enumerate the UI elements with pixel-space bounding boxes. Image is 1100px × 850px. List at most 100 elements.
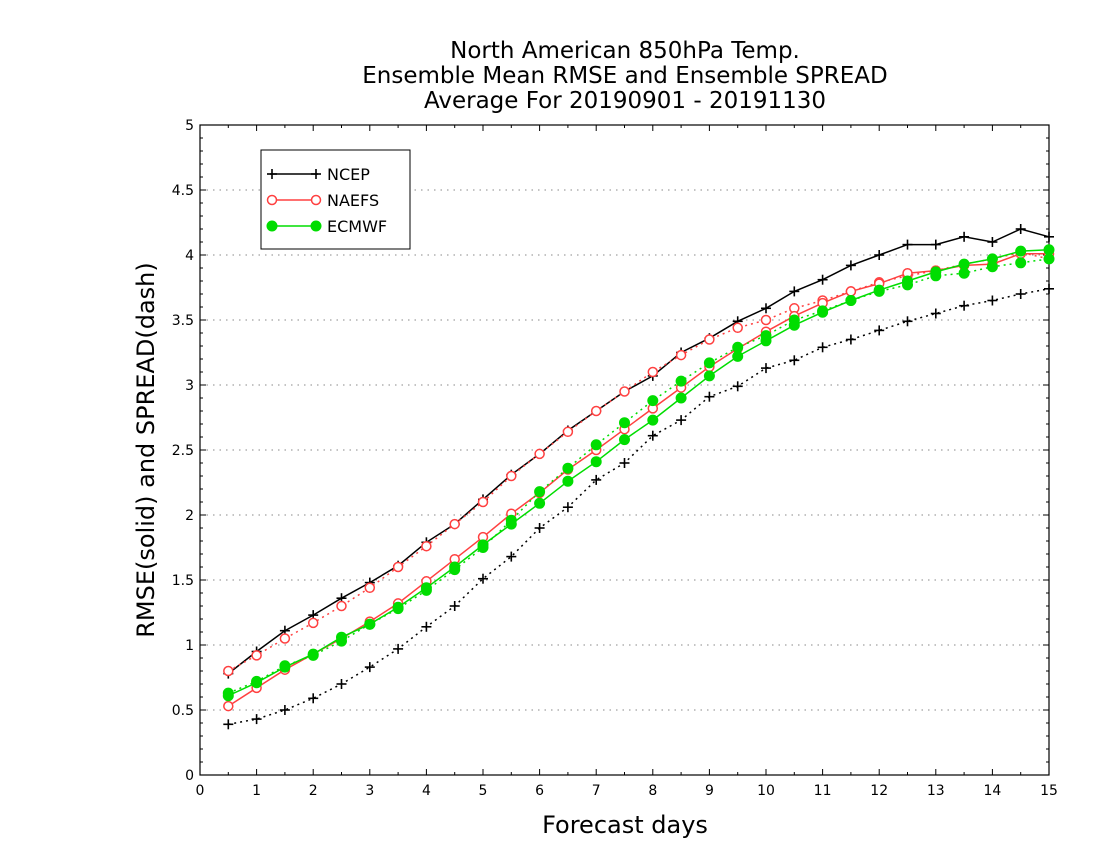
ncep-spread-point xyxy=(506,551,517,562)
series-ecmwf xyxy=(222,244,1055,702)
ecmwf-rmse-point xyxy=(817,306,829,318)
x-tick-label: 15 xyxy=(1040,783,1058,799)
legend-label: NCEP xyxy=(327,165,370,184)
naefs-spread-point xyxy=(534,448,545,460)
ncep-spread-point xyxy=(478,573,488,584)
ecmwf-rmse-point xyxy=(958,258,970,270)
ncep-spread-point xyxy=(393,643,404,654)
naefs-spread-point xyxy=(477,496,489,508)
naefs-rmse-point xyxy=(223,700,234,712)
ncep-rmse-point xyxy=(930,239,941,250)
legend-item-ecmwf: ECMWF xyxy=(266,217,387,236)
naefs-spread-point xyxy=(732,322,743,334)
x-tick-label: 1 xyxy=(252,783,261,799)
ecmwf-spread-point xyxy=(1043,253,1055,265)
y-tick-label: 2 xyxy=(185,508,194,524)
ncep-spread-point xyxy=(845,334,856,345)
ncep-spread-line xyxy=(228,288,1050,726)
ncep-rmse-point xyxy=(761,303,771,314)
y-tick-label: 0.5 xyxy=(172,703,194,719)
ncep-rmse-point xyxy=(845,260,856,271)
legend-marker xyxy=(311,169,321,179)
ecmwf-rmse-point xyxy=(449,561,461,573)
x-tick-label: 5 xyxy=(479,783,488,799)
ncep-spread-point xyxy=(647,430,658,441)
title-line: Ensemble Mean RMSE and Ensemble SPREAD xyxy=(362,63,887,89)
x-tick-label: 0 xyxy=(196,783,205,799)
ecmwf-spread-point xyxy=(675,375,687,387)
legend-label: ECMWF xyxy=(327,217,387,236)
ncep-spread-point xyxy=(279,705,290,715)
ncep-spread-point xyxy=(676,415,687,426)
y-axis-label: RMSE(solid) and SPREAD(dash) xyxy=(132,262,160,638)
y-tick-label: 3.5 xyxy=(172,313,194,329)
ncep-spread-point xyxy=(930,308,941,319)
ncep-spread-point xyxy=(761,363,771,374)
naefs-spread-point xyxy=(336,600,347,612)
naefs-spread-point xyxy=(704,334,715,345)
naefs-spread-point xyxy=(279,633,291,644)
ncep-spread-point xyxy=(987,295,998,306)
ncep-spread-point xyxy=(704,391,715,402)
ecmwf-rmse-point xyxy=(873,284,885,296)
ncep-spread-point xyxy=(1015,289,1026,299)
naefs-spread-point xyxy=(307,617,319,629)
ecmwf-rmse-point xyxy=(1043,244,1055,256)
ecmwf-rmse-point xyxy=(619,434,630,446)
ncep-spread-point xyxy=(902,316,913,327)
y-tick-label: 3 xyxy=(185,378,194,394)
naefs-spread-point xyxy=(647,366,659,378)
y-tick-label: 1 xyxy=(185,638,194,654)
ecmwf-rmse-point xyxy=(505,518,517,530)
ecmwf-spread-point xyxy=(958,267,970,279)
x-axis-label: Forecast days xyxy=(542,811,708,839)
ncep-spread-point xyxy=(449,601,460,611)
ecmwf-rmse-point xyxy=(534,497,546,509)
x-tick-label: 6 xyxy=(535,783,544,799)
ecmwf-rmse-point xyxy=(222,690,234,702)
x-axis: 0 1 2 3 4 5 6 7 8 9 10 11 12 13 14 15 xyxy=(196,125,1058,799)
naefs-rmse-point xyxy=(845,286,857,297)
ecmwf-rmse-point xyxy=(986,253,998,265)
legend-marker xyxy=(267,169,277,179)
naefs-spread-point xyxy=(392,561,404,573)
ncep-spread-point xyxy=(534,523,545,533)
y-tick-label: 4.5 xyxy=(172,183,194,199)
ecmwf-spread-point xyxy=(534,486,546,498)
y-tick-label: 0 xyxy=(185,768,194,784)
ecmwf-rmse-point xyxy=(760,335,772,347)
x-tick-label: 4 xyxy=(422,783,431,799)
ncep-spread-point xyxy=(251,714,262,725)
ncep-rmse-point xyxy=(1044,231,1054,242)
x-tick-label: 10 xyxy=(757,783,775,799)
ncep-spread-point xyxy=(732,381,743,392)
ncep-spread-point xyxy=(817,342,828,353)
naefs-spread-point xyxy=(421,540,432,552)
x-tick-label: 2 xyxy=(309,783,318,799)
ecmwf-rmse-point xyxy=(675,392,687,404)
title-line: Average For 20190901 - 20191130 xyxy=(424,88,826,114)
ncep-spread-point xyxy=(874,325,885,336)
ncep-rmse-line xyxy=(227,228,1050,675)
x-tick-label: 8 xyxy=(648,783,657,799)
ecmwf-rmse-point xyxy=(930,266,942,278)
x-tick-label: 14 xyxy=(983,783,1001,799)
ncep-spread-point xyxy=(223,719,234,730)
ecmwf-spread-point xyxy=(647,395,659,407)
ecmwf-rmse-point xyxy=(902,275,913,287)
ncep-spread-point xyxy=(789,355,800,366)
y-tick-label: 1.5 xyxy=(172,573,194,589)
naefs-spread-point xyxy=(506,470,517,482)
y-tick-label: 5 xyxy=(185,118,194,134)
ecmwf-spread-line xyxy=(228,258,1050,694)
ecmwf-rmse-point xyxy=(279,661,291,673)
naefs-spread-point xyxy=(223,665,234,677)
ecmwf-spread-point xyxy=(703,357,715,369)
ncep-rmse-point xyxy=(1015,224,1026,234)
ncep-spread-point xyxy=(336,679,347,689)
ecmwf-rmse-point xyxy=(732,350,744,362)
naefs-spread-point xyxy=(675,349,687,361)
ecmwf-rmse-point xyxy=(845,295,857,306)
ecmwf-rmse-point xyxy=(307,648,319,660)
